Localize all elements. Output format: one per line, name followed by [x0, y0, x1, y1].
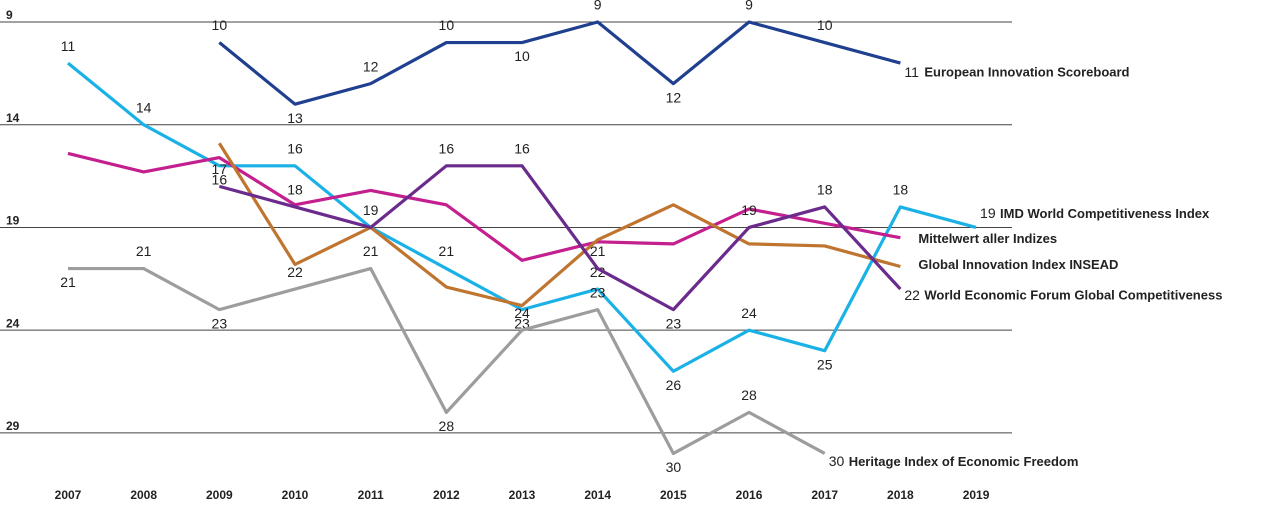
data-label: 9 — [745, 0, 753, 13]
data-label: 10 — [212, 17, 228, 33]
data-label: 14 — [136, 99, 152, 115]
data-label: 11 — [61, 38, 76, 54]
data-label: 23 — [666, 315, 682, 331]
series-name: Global Innovation Index INSEAD — [918, 257, 1118, 272]
data-label: 16 — [439, 141, 455, 157]
data-label: 21 — [439, 243, 455, 259]
series-line — [68, 266, 826, 456]
y-tick-label: 29 — [6, 419, 20, 433]
data-label: 24 — [514, 305, 530, 321]
x-tick-label: 2015 — [660, 488, 687, 502]
data-label: 9 — [594, 0, 602, 13]
data-label: 22 — [287, 264, 303, 280]
x-tick-label: 2008 — [130, 488, 157, 502]
series-name: Heritage Index of Economic Freedom — [849, 454, 1079, 469]
data-label: 22 — [904, 287, 920, 303]
data-label: 23 — [590, 284, 606, 300]
data-label: 18 — [287, 182, 303, 198]
series-line — [217, 142, 901, 308]
data-label: 12 — [666, 89, 682, 105]
data-label: 10 — [439, 17, 455, 33]
y-tick-label: 24 — [6, 316, 20, 330]
data-label: 21 — [590, 243, 606, 259]
series-line — [67, 151, 901, 262]
series-line — [66, 61, 977, 373]
data-label: 30 — [829, 453, 845, 469]
series-name: European Innovation Scoreboard — [924, 65, 1129, 80]
data-label: 26 — [666, 377, 682, 393]
data-label: 21 — [136, 243, 152, 259]
x-tick-label: 2017 — [811, 488, 838, 502]
data-label: 30 — [666, 459, 682, 475]
x-tick-label: 2014 — [584, 488, 611, 502]
x-tick-label: 2013 — [509, 488, 536, 502]
x-tick-label: 2011 — [358, 488, 384, 502]
y-tick-label: 14 — [6, 111, 20, 125]
data-label: 19 — [741, 202, 757, 218]
x-tick-label: 2007 — [55, 488, 82, 502]
data-label: 10 — [514, 48, 530, 64]
y-tick-label: 19 — [6, 214, 20, 228]
data-label: 21 — [363, 243, 379, 259]
data-label: 22 — [590, 264, 606, 280]
data-label: 25 — [817, 356, 833, 372]
data-label: 23 — [212, 315, 228, 331]
series-line — [218, 164, 902, 312]
data-label: 16 — [287, 141, 303, 157]
data-label: 17 — [212, 161, 228, 177]
series-name: Mittelwert aller Indizes — [918, 231, 1057, 246]
x-tick-label: 2018 — [887, 488, 914, 502]
data-label: 23 — [514, 315, 530, 331]
data-label: 28 — [439, 418, 455, 434]
data-label: 19 — [980, 205, 996, 221]
data-label: 13 — [287, 110, 303, 126]
series-line — [218, 20, 901, 106]
data-label: 12 — [363, 58, 379, 74]
series-name: IMD World Competitiveness Index — [1000, 206, 1210, 221]
x-tick-label: 2010 — [282, 488, 309, 502]
data-label: 10 — [817, 17, 833, 33]
data-label: 18 — [893, 182, 909, 198]
x-tick-label: 2019 — [963, 488, 990, 502]
x-tick-label: 2009 — [206, 488, 233, 502]
x-tick-label: 2016 — [736, 488, 763, 502]
data-label: 18 — [817, 182, 833, 198]
data-label: 16 — [212, 172, 228, 188]
data-label: 16 — [514, 141, 530, 157]
data-label: 28 — [741, 387, 757, 403]
data-label: 19 — [363, 202, 379, 218]
y-tick-label: 9 — [6, 8, 13, 22]
x-tick-label: 2012 — [433, 488, 460, 502]
data-label: 24 — [741, 305, 757, 321]
series-name: World Economic Forum Global Competitiven… — [924, 288, 1222, 303]
data-label: 11 — [904, 64, 919, 80]
data-label: 21 — [60, 274, 76, 290]
